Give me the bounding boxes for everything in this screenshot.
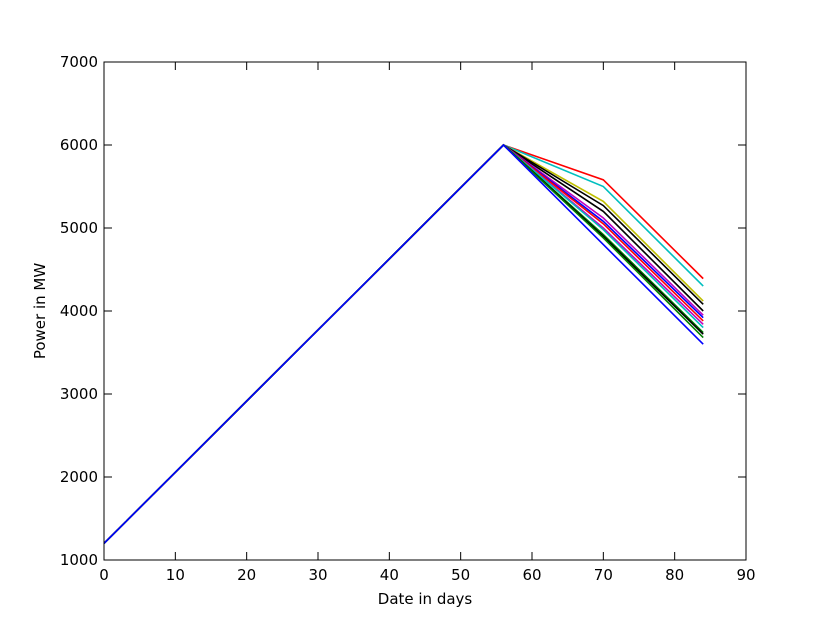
x-tick-label: 90 bbox=[736, 566, 755, 584]
y-tick-label: 3000 bbox=[60, 385, 98, 403]
series-line bbox=[103, 143, 704, 544]
series-line bbox=[103, 143, 704, 544]
series-line bbox=[103, 143, 704, 544]
plot-frame bbox=[103, 61, 747, 561]
y-tick-label: 1000 bbox=[60, 551, 98, 569]
x-tick-label: 50 bbox=[451, 566, 470, 584]
y-tick-label: 5000 bbox=[60, 219, 98, 237]
y-tick-label: 4000 bbox=[60, 302, 98, 320]
x-tick-label: 40 bbox=[380, 566, 399, 584]
series-line bbox=[103, 144, 704, 544]
x-axis-label: Date in days bbox=[378, 590, 473, 608]
x-tick-label: 20 bbox=[237, 566, 256, 584]
x-tick-label: 10 bbox=[166, 566, 185, 584]
series-line bbox=[103, 143, 704, 544]
x-tick-label: 0 bbox=[99, 566, 109, 584]
series-line bbox=[103, 143, 704, 544]
series-line bbox=[103, 143, 704, 544]
y-tick-label: 6000 bbox=[60, 136, 98, 154]
series-line bbox=[103, 143, 704, 544]
series-line bbox=[103, 144, 704, 544]
x-tick-label: 30 bbox=[308, 566, 327, 584]
x-tick-label: 80 bbox=[665, 566, 684, 584]
series-line bbox=[103, 144, 704, 544]
x-tick-label: 60 bbox=[522, 566, 541, 584]
y-axis-label: Power in MW bbox=[31, 263, 49, 360]
series-line bbox=[103, 143, 704, 544]
series-line bbox=[103, 143, 704, 544]
y-tick-label: 7000 bbox=[60, 53, 98, 71]
y-tick-label: 2000 bbox=[60, 468, 98, 486]
series-line bbox=[103, 143, 704, 544]
x-tick-label: 70 bbox=[594, 566, 613, 584]
series-line bbox=[103, 143, 704, 544]
